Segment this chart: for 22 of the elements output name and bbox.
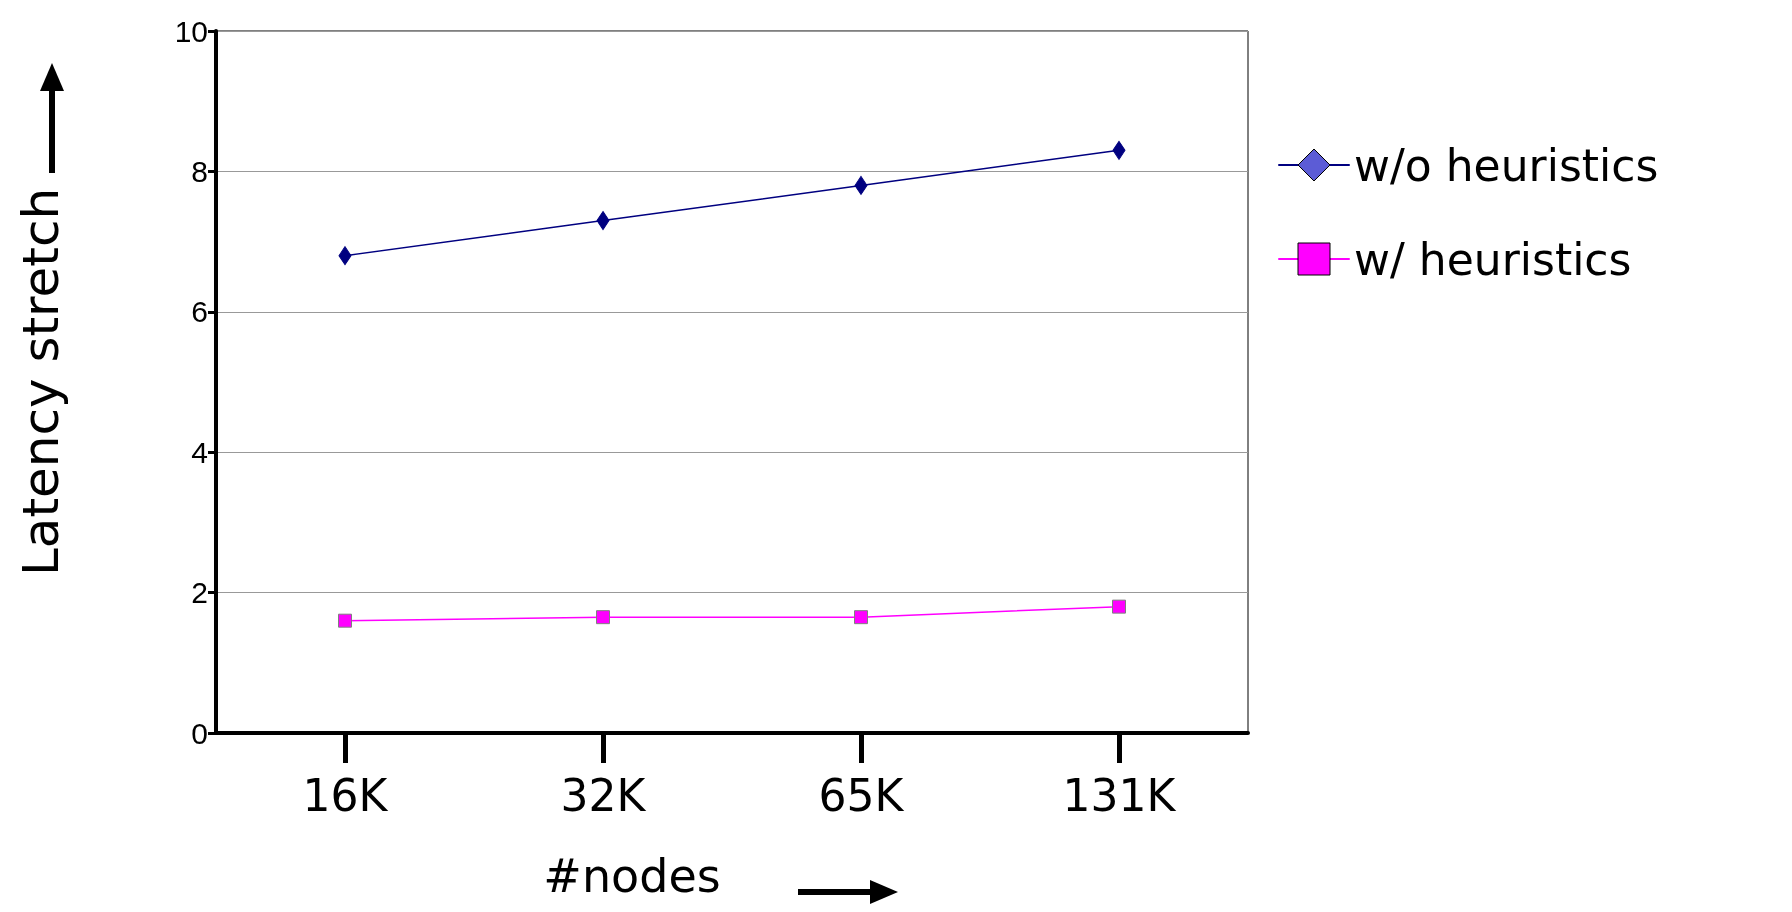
point: [854, 175, 868, 195]
x-tick-label: 131K: [1062, 769, 1177, 821]
y-tick-label: 8: [191, 154, 208, 188]
legend-label: w/o heuristics: [1354, 139, 1659, 191]
point: [596, 610, 610, 625]
x-tick-label: 32K: [560, 769, 647, 821]
point: [1112, 599, 1126, 614]
y-tick-label: 6: [191, 295, 208, 329]
x-tick-label: 65K: [818, 769, 905, 821]
y-tick-label: 4: [191, 435, 208, 469]
y-tick-label: 0: [191, 716, 208, 750]
y-axis-title: Latency stretch: [12, 187, 70, 577]
point: [338, 246, 352, 266]
point: [596, 211, 610, 231]
point: [1112, 140, 1126, 160]
y-tick-label: 10: [174, 14, 208, 48]
point: [338, 613, 352, 628]
y-tick-label: 2: [191, 576, 208, 610]
x-axis-title: #nodes: [543, 849, 721, 903]
x-tick-label: 16K: [302, 769, 389, 821]
legend-label: w/ heuristics: [1354, 233, 1632, 285]
point: [854, 610, 868, 625]
